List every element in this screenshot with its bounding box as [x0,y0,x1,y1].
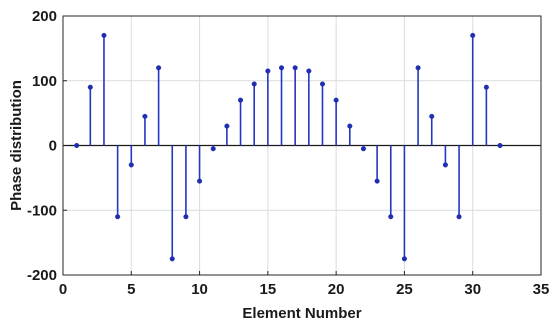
stem-marker [87,84,93,90]
y-tick-label: 100 [32,73,57,90]
stem-marker [128,162,134,168]
stem-marker [470,32,476,38]
x-tick-label: 20 [328,281,345,298]
stem-marker [388,214,394,220]
x-tick-label: 25 [396,281,413,298]
stem-marker [156,65,162,71]
x-tick-label: 15 [260,281,277,298]
stem-marker [333,97,339,103]
stem-marker [374,178,380,184]
x-tick-label: 0 [59,281,67,298]
x-axis-label: Element Number [242,305,361,322]
stem-marker [74,142,80,149]
stem-marker [197,178,203,184]
stem-marker [442,162,448,168]
stem-marker [101,32,107,38]
stem-marker [429,113,435,119]
stem-marker [142,113,148,119]
stem-marker [319,81,326,87]
stem-marker [183,214,189,220]
stem-marker [169,256,175,262]
tick-labels: 0 5 10 15 20 25 30 35 -200 -100 0 100 200 [27,8,549,298]
stem-series [63,32,541,262]
y-tick-label: 0 [49,138,57,155]
y-tick-label: -100 [27,202,57,219]
stem-marker [115,214,121,220]
stem-marker [251,81,257,87]
x-tick-label: 35 [533,281,549,298]
x-tick-label: 10 [191,281,208,298]
stem-marker [415,65,421,71]
stem-marker [306,68,312,74]
stem-marker [210,146,216,152]
y-tick-label: 200 [32,8,57,25]
y-tick-label: -200 [27,267,57,284]
stem-marker [456,214,462,220]
stem-marker [292,65,298,71]
stem-marker [401,256,407,262]
stem-marker [360,146,367,152]
x-tick-label: 30 [464,281,481,298]
stem-marker [483,84,489,90]
stem-marker [265,68,271,74]
stem-marker [224,123,230,129]
x-tick-label: 5 [127,281,135,298]
stem-marker [237,97,244,103]
stem-marker [278,65,285,71]
stem-marker [497,142,503,149]
stem-marker [347,123,353,129]
y-axis-label: Phase distribution [8,80,25,211]
